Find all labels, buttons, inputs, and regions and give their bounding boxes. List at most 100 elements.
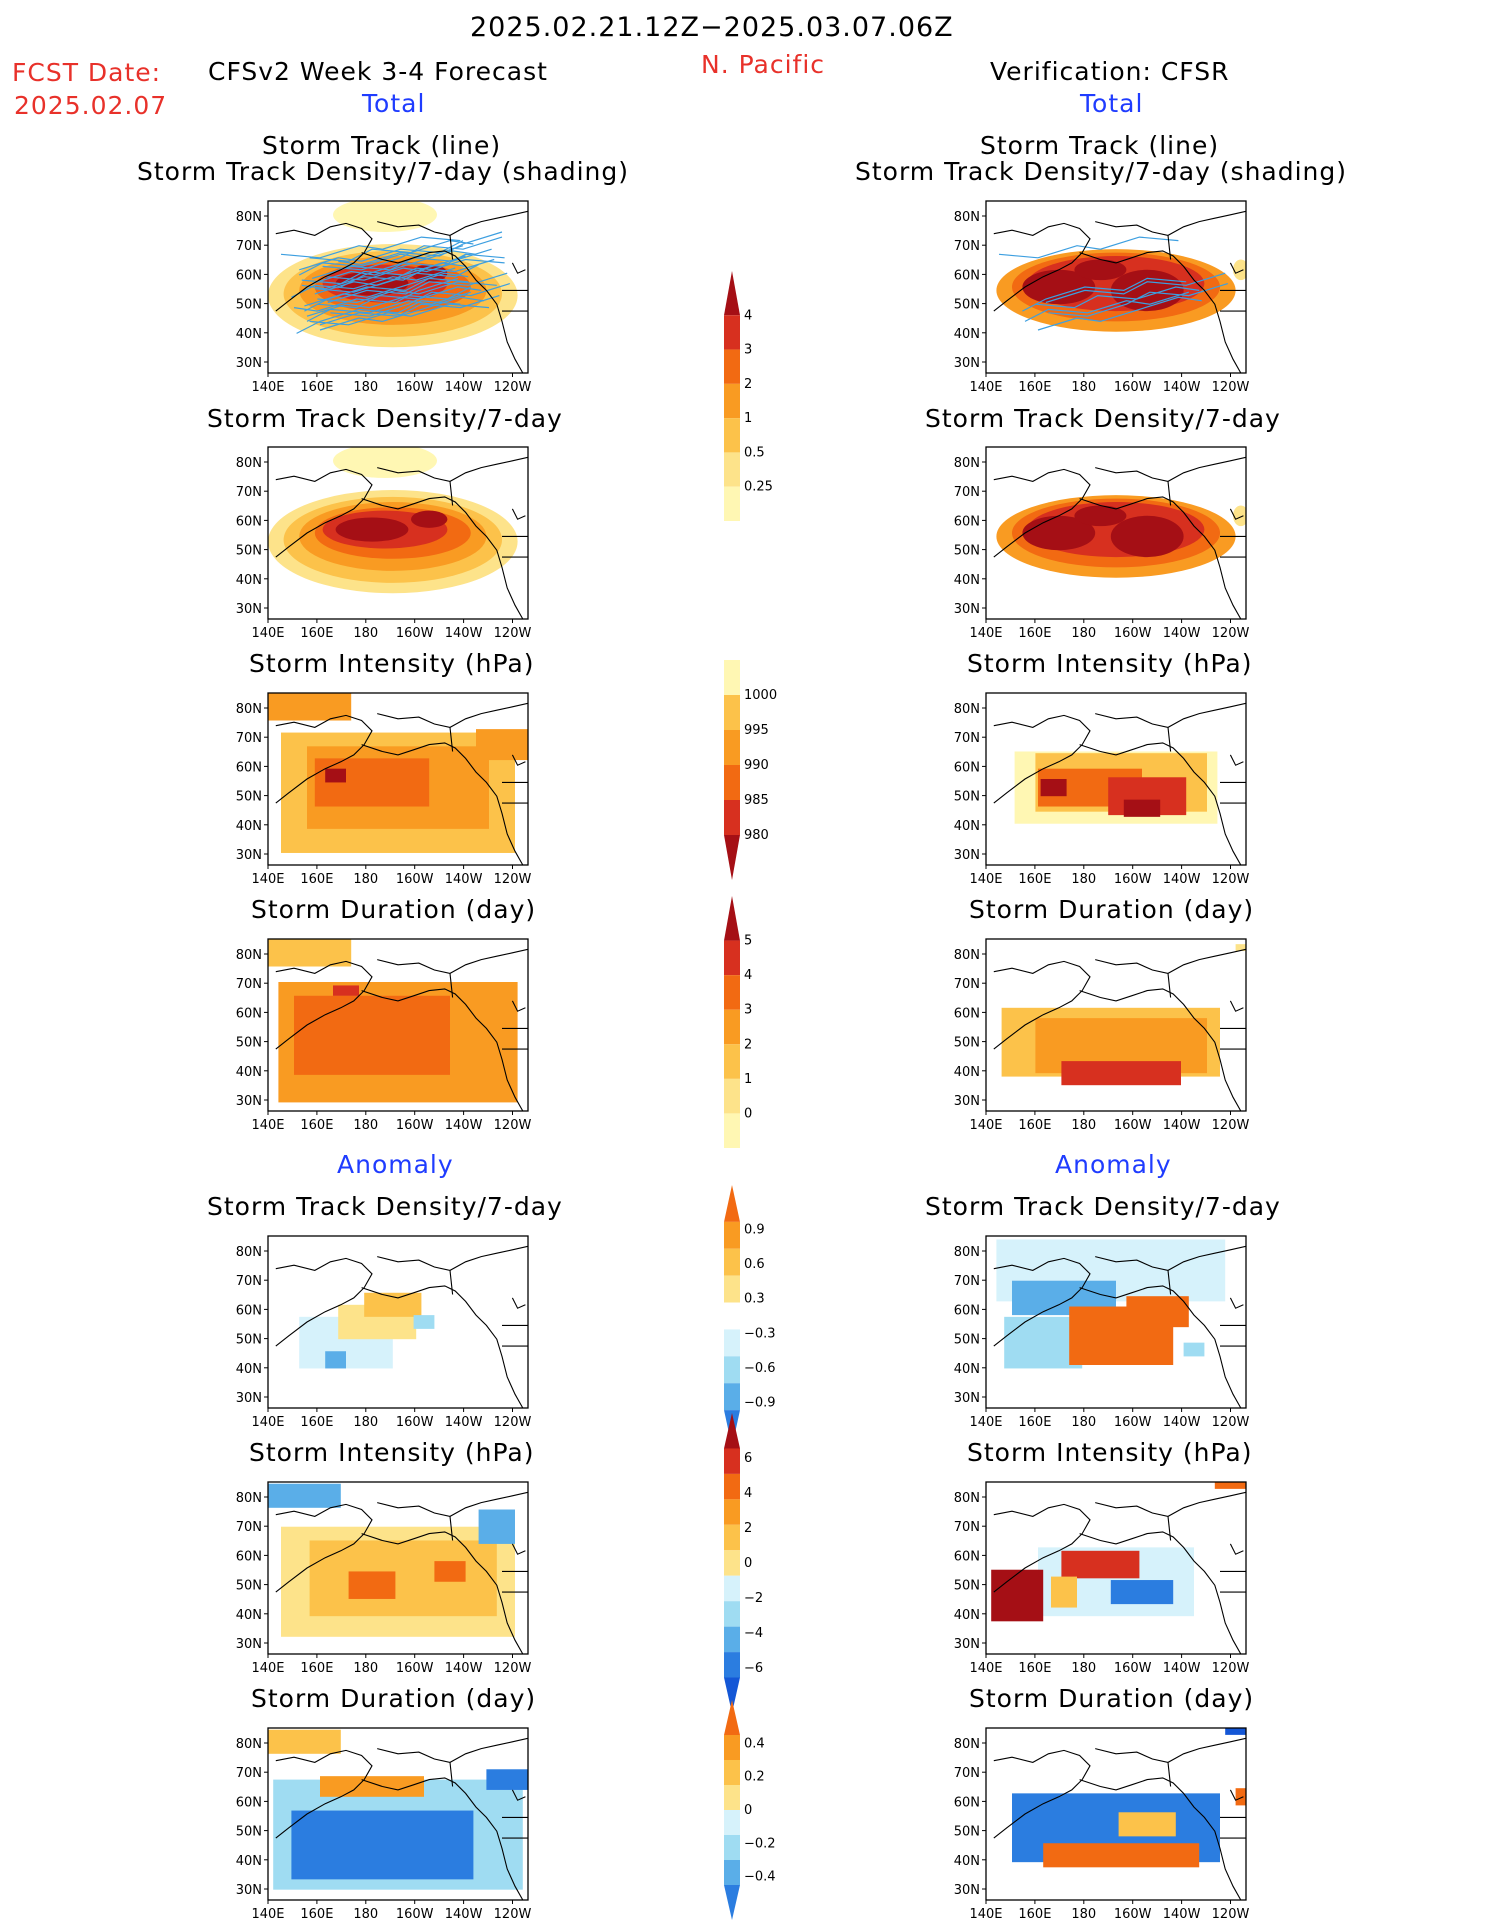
plot-frame bbox=[985, 938, 1247, 1112]
lon-tick-label: 140W bbox=[445, 380, 483, 395]
lon-tick-label: 160W bbox=[1114, 1907, 1152, 1922]
lon-tick-label: 180 bbox=[1071, 1907, 1096, 1922]
title-fc-anom-duration: Storm Duration (day) bbox=[251, 1684, 537, 1713]
lon-tick-label: 120W bbox=[494, 380, 532, 395]
lat-tick-label: 70N bbox=[236, 1520, 262, 1535]
colorbar-swatch bbox=[724, 1009, 740, 1045]
lat-tick-label: 60N bbox=[954, 1795, 980, 1810]
panel-fill bbox=[268, 1236, 528, 1408]
lon-tick-label: 180 bbox=[353, 1415, 378, 1430]
coast-segment bbox=[1229, 1789, 1244, 1801]
lat-tick-label: 70N bbox=[236, 731, 262, 746]
lat-tick-label: 40N bbox=[236, 573, 262, 588]
coast-segment bbox=[1079, 250, 1242, 373]
lat-tick-label: 40N bbox=[954, 1608, 980, 1623]
lat-tick-label: 30N bbox=[954, 356, 980, 371]
coast-segment bbox=[377, 1737, 528, 1763]
lon-tick-label: 180 bbox=[1071, 380, 1096, 395]
lat-tick-label: 40N bbox=[954, 573, 980, 588]
colorbar-swatch bbox=[724, 418, 740, 453]
coast-segment bbox=[1229, 1543, 1244, 1555]
shade-cell bbox=[335, 517, 409, 542]
lon-tick-label: 160E bbox=[1018, 626, 1051, 641]
coast-segment bbox=[361, 496, 524, 619]
lon-tick-label: 180 bbox=[1071, 626, 1096, 641]
lat-tick-label: 30N bbox=[954, 1883, 980, 1898]
lon-tick-label: 160E bbox=[300, 1907, 333, 1922]
lon-tick-label: 180 bbox=[1071, 1661, 1096, 1676]
storm-track-line bbox=[325, 258, 505, 281]
lon-tick-label: 120W bbox=[494, 626, 532, 641]
colorbar-swatch bbox=[724, 730, 740, 765]
panel-fill bbox=[986, 447, 1246, 619]
colorbar-label: 0.3 bbox=[744, 1292, 765, 1307]
colorbar-swatch bbox=[724, 1835, 740, 1860]
colorbar-label: 2 bbox=[744, 1037, 752, 1052]
coast-segment bbox=[1229, 1297, 1244, 1309]
colorbar-swatch bbox=[724, 1760, 740, 1785]
coastline bbox=[993, 1245, 1246, 1408]
shade-cell bbox=[1043, 1843, 1200, 1868]
coast-segment bbox=[1079, 988, 1242, 1111]
lat-tick-label: 50N bbox=[236, 1825, 262, 1840]
coast-segment bbox=[1167, 1270, 1172, 1295]
map-panel-fc-anom-duration: 80N 70N 60N 50N 40N 30N 140E 160E 180 160W 140W 120… bbox=[236, 1727, 532, 1922]
coast-segment bbox=[993, 1503, 1091, 1593]
lon-tick-label: 140W bbox=[445, 872, 483, 887]
lon-tick-label: 180 bbox=[1071, 1118, 1096, 1133]
lon-tick-label: 180 bbox=[353, 380, 378, 395]
lon-tick-label: 140W bbox=[445, 1415, 483, 1430]
lon-tick-label: 140E bbox=[251, 626, 284, 641]
total-left-label: Total bbox=[362, 89, 426, 118]
coastline bbox=[275, 1491, 528, 1654]
shade-cell bbox=[1126, 1296, 1189, 1328]
lon-tick-label: 140E bbox=[969, 1907, 1002, 1922]
shade-cell bbox=[333, 985, 359, 996]
colorbar-swatch bbox=[724, 1524, 740, 1551]
panel-fill bbox=[268, 447, 528, 619]
lat-tick-label: 40N bbox=[236, 819, 262, 834]
coast-segment bbox=[1229, 508, 1244, 520]
colorbar-swatch bbox=[724, 1550, 740, 1576]
lat-tick-label: 60N bbox=[236, 1303, 262, 1318]
lon-tick-label: 140E bbox=[251, 1118, 284, 1133]
coastline bbox=[275, 210, 528, 373]
coastline bbox=[275, 948, 528, 1111]
colorbar-swatch bbox=[724, 452, 740, 487]
lon-tick-label: 120W bbox=[1212, 1415, 1250, 1430]
colorbar-swatch bbox=[724, 1860, 740, 1885]
shade-cell bbox=[1110, 515, 1184, 558]
lat-tick-label: 80N bbox=[954, 1245, 980, 1260]
coast-segment bbox=[1229, 1000, 1244, 1012]
lon-tick-label: 140W bbox=[1163, 1661, 1201, 1676]
coast-segment bbox=[1229, 262, 1244, 274]
lon-tick-label: 120W bbox=[494, 1907, 532, 1922]
lat-tick-label: 60N bbox=[236, 1006, 262, 1021]
coast-segment bbox=[449, 1516, 454, 1541]
title-fc-anom-intensity: Storm Intensity (hPa) bbox=[249, 1438, 535, 1467]
coast-segment bbox=[449, 481, 454, 506]
lat-tick-label: 30N bbox=[236, 848, 262, 863]
fcst-date-value: 2025.02.07 bbox=[14, 91, 168, 120]
colorbar-label: −0.9 bbox=[744, 1395, 776, 1410]
lon-tick-label: 160W bbox=[1114, 1415, 1152, 1430]
colorbar-swatch bbox=[724, 1810, 740, 1835]
lon-tick-label: 160E bbox=[300, 872, 333, 887]
coast-segment bbox=[449, 1270, 454, 1295]
lat-tick-label: 40N bbox=[954, 819, 980, 834]
lon-tick-label: 120W bbox=[1212, 626, 1250, 641]
lat-tick-label: 60N bbox=[236, 760, 262, 775]
lat-tick-label: 80N bbox=[954, 210, 980, 225]
colorbar-arrow-bottom bbox=[724, 1885, 740, 1920]
colorbar-swatch bbox=[724, 975, 740, 1010]
coast-segment bbox=[511, 1789, 526, 1801]
colorbar-swatch bbox=[724, 765, 740, 800]
title-ver-duration: Storm Duration (day) bbox=[969, 895, 1255, 924]
lon-tick-label: 180 bbox=[1071, 1415, 1096, 1430]
lon-tick-label: 180 bbox=[353, 872, 378, 887]
lon-tick-label: 140W bbox=[1163, 872, 1201, 887]
shade-cell bbox=[1225, 1728, 1246, 1735]
coastline bbox=[993, 948, 1246, 1111]
coast-segment bbox=[511, 754, 526, 766]
title-ver-st-line: Storm Track (line) bbox=[980, 131, 1220, 160]
